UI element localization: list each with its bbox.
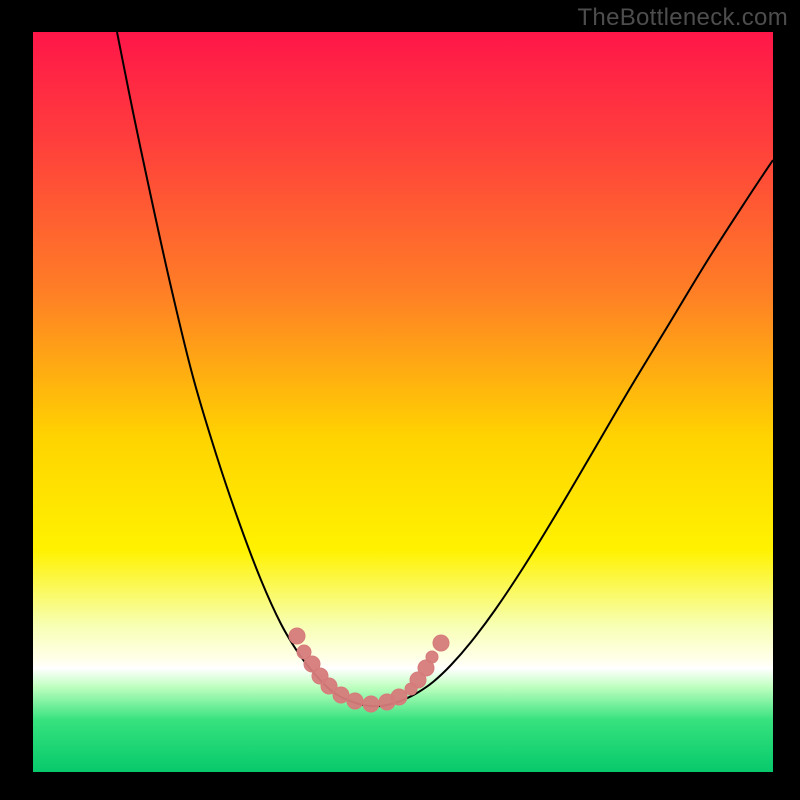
gradient-background — [33, 32, 773, 772]
marker-dot — [363, 696, 379, 712]
watermark-label: TheBottleneck.com — [577, 4, 788, 32]
marker-dot — [391, 689, 407, 705]
marker-dot — [426, 651, 438, 663]
marker-dot — [289, 628, 305, 644]
plot-area — [33, 32, 773, 772]
marker-dot — [433, 635, 449, 651]
chart-frame: TheBottleneck.com — [0, 0, 800, 800]
chart-svg — [33, 32, 773, 772]
marker-dot — [347, 693, 363, 709]
